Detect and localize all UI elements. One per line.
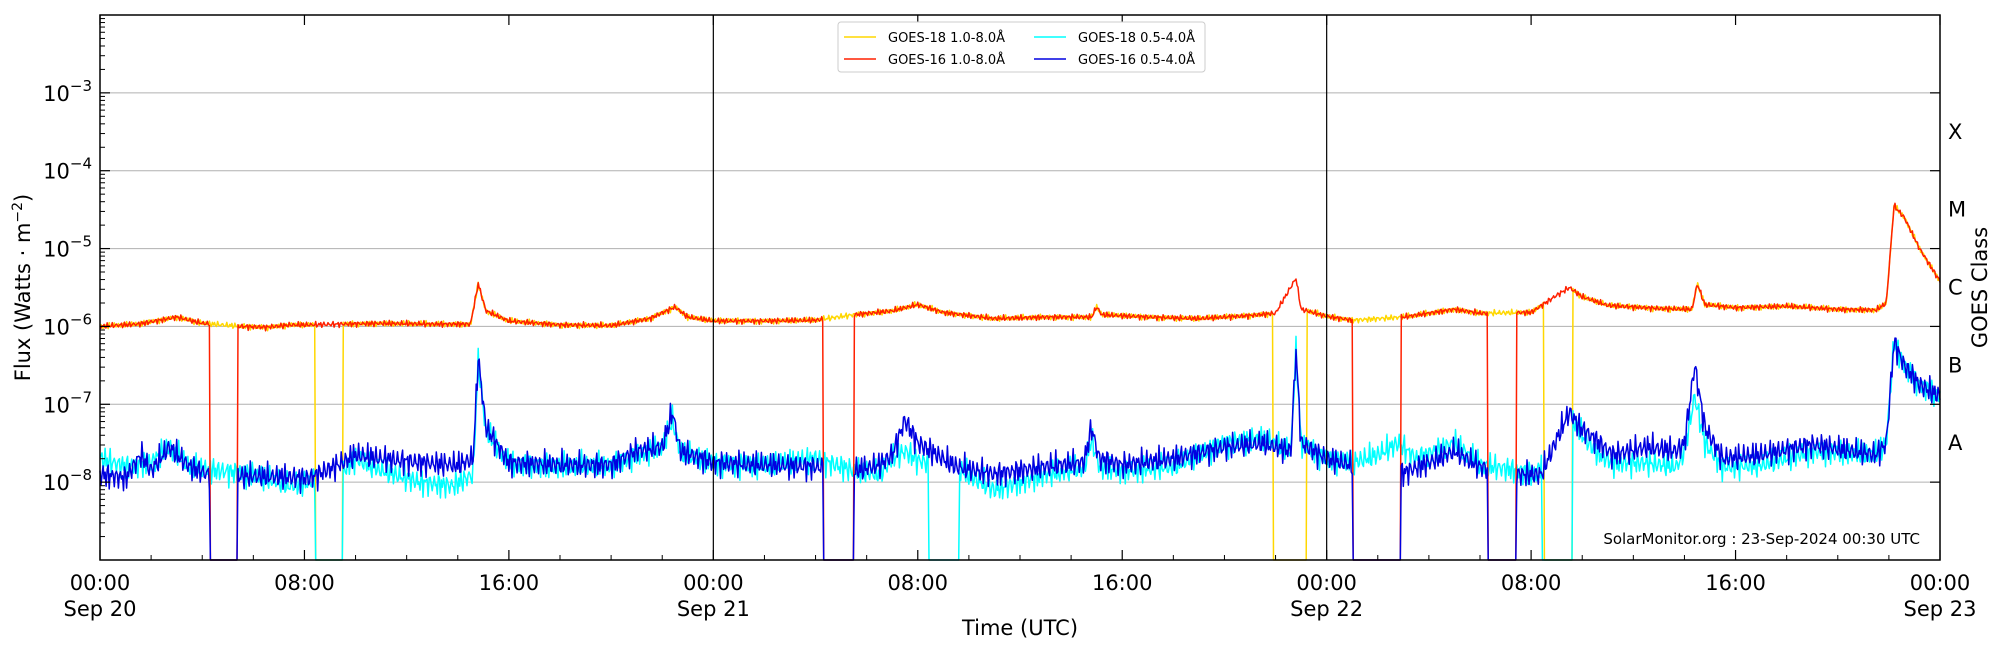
x-tick-date-label: Sep 23 [1904, 597, 1977, 621]
y-tick-label: 10−6 [43, 310, 92, 339]
x-tick-date-label: Sep 21 [677, 597, 750, 621]
x-tick-label: 00:00 [70, 571, 131, 595]
x-tick-label: 16:00 [1092, 571, 1153, 595]
series-line-3 [99, 335, 1941, 561]
x-axis-label: Time (UTC) [961, 616, 1078, 640]
goes-class-label: M [1948, 198, 1966, 222]
x-tick-label: 08:00 [1501, 571, 1562, 595]
x-tick-label: 00:00 [683, 571, 744, 595]
x-tick-label: 16:00 [1705, 571, 1766, 595]
credit-text: SolarMonitor.org : 23-Sep-2024 00:30 UTC [1603, 530, 1920, 548]
goes-class-label: A [1948, 431, 1963, 455]
goes-class-label: X [1948, 120, 1962, 144]
grid-lines [100, 92, 1940, 483]
legend-box [837, 21, 1206, 73]
series-line-1 [99, 204, 1941, 561]
x-tick-label: 16:00 [479, 571, 540, 595]
series-lines [99, 202, 1941, 561]
goes-class-label: B [1948, 353, 1962, 377]
legend-label-goes16-short: GOES-16 0.5-4.0Å [1078, 52, 1195, 68]
legend-label-goes16-long: GOES-16 1.0-8.0Å [888, 52, 1005, 68]
legend-label-goes18-long: GOES-18 1.0-8.0Å [888, 30, 1005, 46]
y-tick-label: 10−7 [43, 388, 92, 417]
legend: GOES-18 1.0-8.0Å GOES-16 1.0-8.0Å GOES-1… [837, 21, 1206, 73]
x-tick-label: 08:00 [888, 571, 949, 595]
y-tick-label: 10−4 [43, 155, 92, 184]
y-axis-label-exponent: −2 [10, 202, 26, 223]
x-tick-label: 00:00 [1910, 571, 1971, 595]
x-tick-date-label: Sep 22 [1290, 597, 1363, 621]
y-tick-label: 10−8 [43, 466, 92, 495]
goes-class-axis-label: GOES Class [1968, 227, 1992, 348]
y-tick-label: 10−5 [43, 233, 92, 262]
y-axis-label-close: ) [11, 194, 35, 202]
series-line-4 [99, 337, 1941, 561]
y-axis-label: Flux (Watts · m−2) [10, 194, 35, 382]
y-axis-label-main: Flux (Watts · m [11, 223, 35, 382]
y-tick-label: 10−3 [43, 77, 92, 106]
goes-class-label: C [1948, 276, 1963, 300]
x-tick-label: 08:00 [274, 571, 335, 595]
series-line-2 [99, 202, 1941, 561]
day-separators [712, 15, 1328, 560]
x-tick-date-label: Sep 20 [64, 597, 137, 621]
x-tick-label: 00:00 [1296, 571, 1357, 595]
legend-label-goes18-short: GOES-18 0.5-4.0Å [1078, 30, 1195, 46]
